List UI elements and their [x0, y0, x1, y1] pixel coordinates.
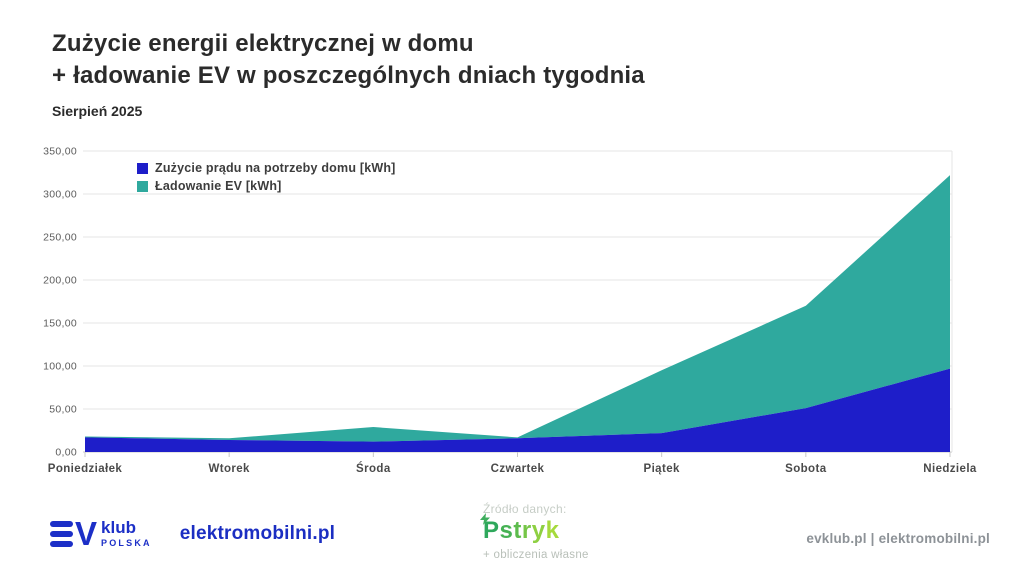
title-line-2: + ładowanie EV w poszczególnych dniach t…: [52, 61, 645, 89]
y-axis-label: 150,00: [43, 318, 77, 330]
x-axis-label: Poniedziałek: [48, 463, 123, 475]
ev-letter-v: V: [75, 515, 98, 552]
lightning-icon: [480, 513, 490, 525]
page-title: Zużycie energii elektrycznej w domu + ła…: [52, 28, 645, 92]
ev-letter-e-bars-icon: [50, 520, 73, 547]
source-label: Źródło danych:: [483, 502, 567, 516]
y-axis-label: 100,00: [43, 361, 77, 373]
area-series-dom: [85, 368, 950, 452]
x-axis-label: Wtorek: [208, 463, 250, 475]
area-series-ev: [85, 175, 950, 442]
y-axis-label: 50,00: [49, 404, 77, 416]
y-axis-label: 350,00: [43, 146, 77, 158]
evklub-polska-logo: V klub POLSKA: [50, 515, 152, 552]
legend-label-ev: Ładowanie EV [kWh]: [155, 179, 282, 193]
title-line-1: Zużycie energii elektrycznej w domu: [52, 30, 474, 57]
legend-label-dom: Zużycie prądu na potrzeby domu [kWh]: [155, 161, 396, 175]
chart-legend: Zużycie prądu na potrzeby domu [kWh] Ład…: [137, 161, 396, 193]
evklub-wordmark: klub POLSKA: [101, 519, 152, 548]
y-axis-label: 300,00: [43, 189, 77, 201]
footer-left: V klub POLSKA elektromobilni.pl: [50, 515, 336, 552]
evklub-klub-text: klub: [101, 518, 136, 538]
source-note: + obliczenia własne: [483, 549, 589, 561]
elektromobilni-logo: elektromobilni.pl: [179, 522, 336, 544]
x-axis-label: Sobota: [785, 463, 827, 475]
legend-item-ev: Ładowanie EV [kWh]: [137, 179, 396, 193]
y-axis-label: 200,00: [43, 275, 77, 287]
footer-sites-text: evklub.pl | elektromobilni.pl: [806, 531, 990, 546]
chart-subtitle: Sierpień 2025: [52, 103, 143, 119]
pstryk-wordmark: Pstryk: [483, 517, 560, 544]
x-axis-label: Piątek: [644, 463, 680, 475]
legend-item-dom: Zużycie prądu na potrzeby domu [kWh]: [137, 161, 396, 175]
legend-swatch-ev: [137, 180, 148, 192]
data-source-block: Źródło danych: Pstryk + obliczenia własn…: [480, 502, 589, 561]
pstryk-logo: Pstryk: [480, 513, 589, 544]
y-axis-label: 250,00: [43, 232, 77, 244]
x-axis-label: Niedziela: [923, 463, 977, 475]
y-axis-label: 0,00: [55, 447, 77, 459]
x-axis-label: Środa: [356, 462, 391, 475]
x-axis-label: Czwartek: [491, 463, 545, 475]
legend-swatch-dom: [137, 162, 148, 174]
stacked-area-chart: 0,00 50,00 100,00 150,00 200,00 250,00 300,00 3…: [43, 146, 977, 476]
chart-area: 0,00 50,00 100,00 150,00 200,00 250,00 300,00 3…: [0, 140, 1024, 485]
evklub-polska-text: POLSKA: [101, 538, 152, 549]
